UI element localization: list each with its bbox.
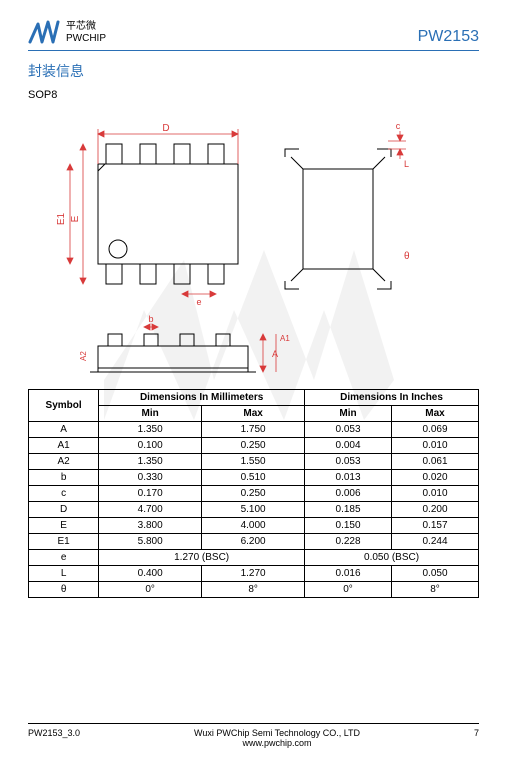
dim-e: e bbox=[196, 297, 201, 307]
col-symbol: Symbol bbox=[29, 390, 99, 422]
table-row: θ0°8°0°8° bbox=[29, 582, 479, 598]
dim-A1: A1 bbox=[280, 334, 290, 343]
logo-icon bbox=[28, 20, 62, 46]
table-row: c0.1700.2500.0060.010 bbox=[29, 486, 479, 502]
package-drawing: D E1 E e bbox=[28, 109, 479, 389]
company-name-cn: 平芯微 bbox=[66, 21, 106, 33]
table-row: L0.4001.2700.0160.050 bbox=[29, 566, 479, 582]
dim-D: D bbox=[162, 123, 169, 134]
dim-E: E bbox=[70, 215, 81, 222]
table-row: E3.8004.0000.1500.157 bbox=[29, 518, 479, 534]
footer-rule bbox=[28, 723, 479, 724]
col-mm: Dimensions In Millimeters bbox=[99, 390, 305, 406]
package-type: SOP8 bbox=[28, 89, 479, 101]
dim-b: b bbox=[148, 314, 153, 324]
col-in: Dimensions In Inches bbox=[305, 390, 479, 406]
table-row: A1.3501.7500.0530.069 bbox=[29, 422, 479, 438]
header-rule bbox=[28, 50, 479, 51]
dim-theta: θ bbox=[404, 251, 410, 262]
footer-url: www.pwchip.com bbox=[80, 738, 474, 748]
doc-revision: PW2153_3.0 bbox=[28, 728, 80, 748]
page-number: 7 bbox=[474, 728, 479, 748]
footer-company: Wuxi PWChip Semi Technology CO., LTD bbox=[80, 728, 474, 738]
table-row: b0.3300.5100.0130.020 bbox=[29, 470, 479, 486]
table-row: E15.8006.2000.2280.244 bbox=[29, 534, 479, 550]
dim-E1: E1 bbox=[56, 212, 67, 225]
dim-L: L bbox=[404, 159, 409, 169]
table-row: A21.3501.5500.0530.061 bbox=[29, 454, 479, 470]
dim-A: A bbox=[272, 349, 278, 359]
table-row: D4.7005.1000.1850.200 bbox=[29, 502, 479, 518]
section-title: 封装信息 bbox=[28, 61, 479, 81]
table-row: A10.1000.2500.0040.010 bbox=[29, 438, 479, 454]
dim-A2: A2 bbox=[79, 351, 88, 361]
table-row: e1.270 (BSC)0.050 (BSC) bbox=[29, 550, 479, 566]
dim-c: c bbox=[396, 121, 401, 131]
company-name-en: PWCHIP bbox=[66, 33, 106, 45]
logo-block: 平芯微 PWCHIP bbox=[28, 20, 106, 46]
part-number: PW2153 bbox=[418, 28, 479, 46]
col-in-max: Max bbox=[392, 406, 479, 422]
col-mm-min: Min bbox=[99, 406, 202, 422]
col-mm-max: Max bbox=[202, 406, 305, 422]
col-in-min: Min bbox=[305, 406, 392, 422]
dimensions-table: Symbol Dimensions In Millimeters Dimensi… bbox=[28, 389, 479, 598]
